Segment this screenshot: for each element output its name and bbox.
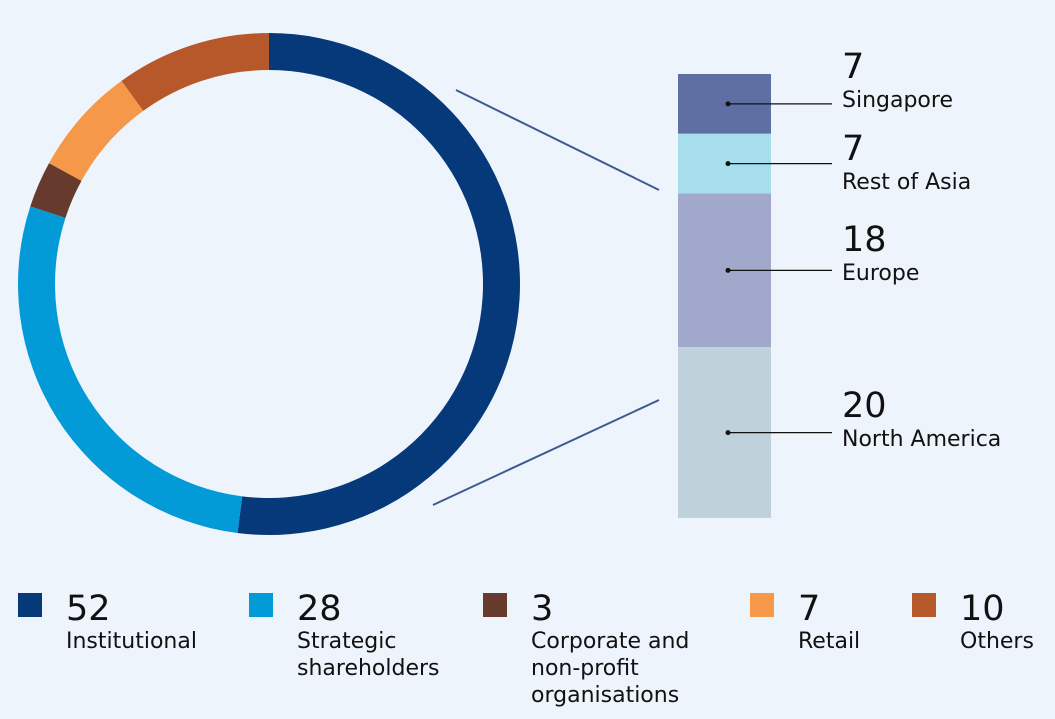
donut-slice-corporate-and-non-profit-organisations: [30, 163, 82, 218]
legend-label-retail: Retail: [798, 629, 861, 654]
legend-value-others: 10: [960, 589, 1005, 629]
bar-label-rest-of-asia: Rest of Asia: [842, 170, 971, 195]
legend-label-corporate: Corporate and non-profit organisations: [531, 629, 690, 708]
bar-value-singapore: 7: [842, 47, 864, 87]
donut-chart: [17, 33, 520, 535]
legend-swatch-retail: [750, 593, 774, 617]
legend-swatch-corporate: [483, 593, 507, 617]
bar-value-north-america: 20: [842, 386, 887, 426]
legend-label-institutional: Institutional: [66, 629, 197, 654]
chart-canvas: 7 Singapore 7 Rest of Asia 18 Europe 20 …: [17, 33, 1001, 535]
legend-label-others: Others: [960, 629, 1034, 654]
legend-value-strategic: 28: [297, 589, 342, 629]
connector-lines: [432, 89, 660, 506]
bar-label-north-america: North America: [842, 427, 1001, 452]
bar-label-singapore: Singapore: [842, 88, 953, 113]
donut-slice-retail: [49, 80, 144, 181]
donut-slice-others: [121, 33, 269, 111]
legend-label-strategic: Strategic shareholders: [297, 629, 440, 681]
legend-swatch-strategic: [249, 593, 273, 617]
legend-swatch-institutional: [18, 593, 42, 617]
legend-value-retail: 7: [798, 589, 821, 629]
bar-value-rest-of-asia: 7: [842, 129, 864, 169]
bar-value-europe: 18: [842, 220, 887, 260]
connector-line-top: [455, 89, 660, 191]
donut-slice-institutional: [237, 33, 520, 535]
bar-label-europe: Europe: [842, 261, 919, 286]
stacked-bar: [678, 74, 832, 518]
legend-value-corporate: 3: [531, 589, 554, 629]
donut-slice-strategic-shareholders: [17, 206, 243, 534]
connector-line-bottom: [432, 399, 660, 506]
legend-value-institutional: 52: [66, 589, 111, 629]
legend: 52 Institutional 28 Strategic shareholde…: [0, 590, 1055, 719]
bar-labels: 7 Singapore 7 Rest of Asia 18 Europe 20 …: [842, 47, 1001, 452]
legend-swatch-others: [912, 593, 936, 617]
